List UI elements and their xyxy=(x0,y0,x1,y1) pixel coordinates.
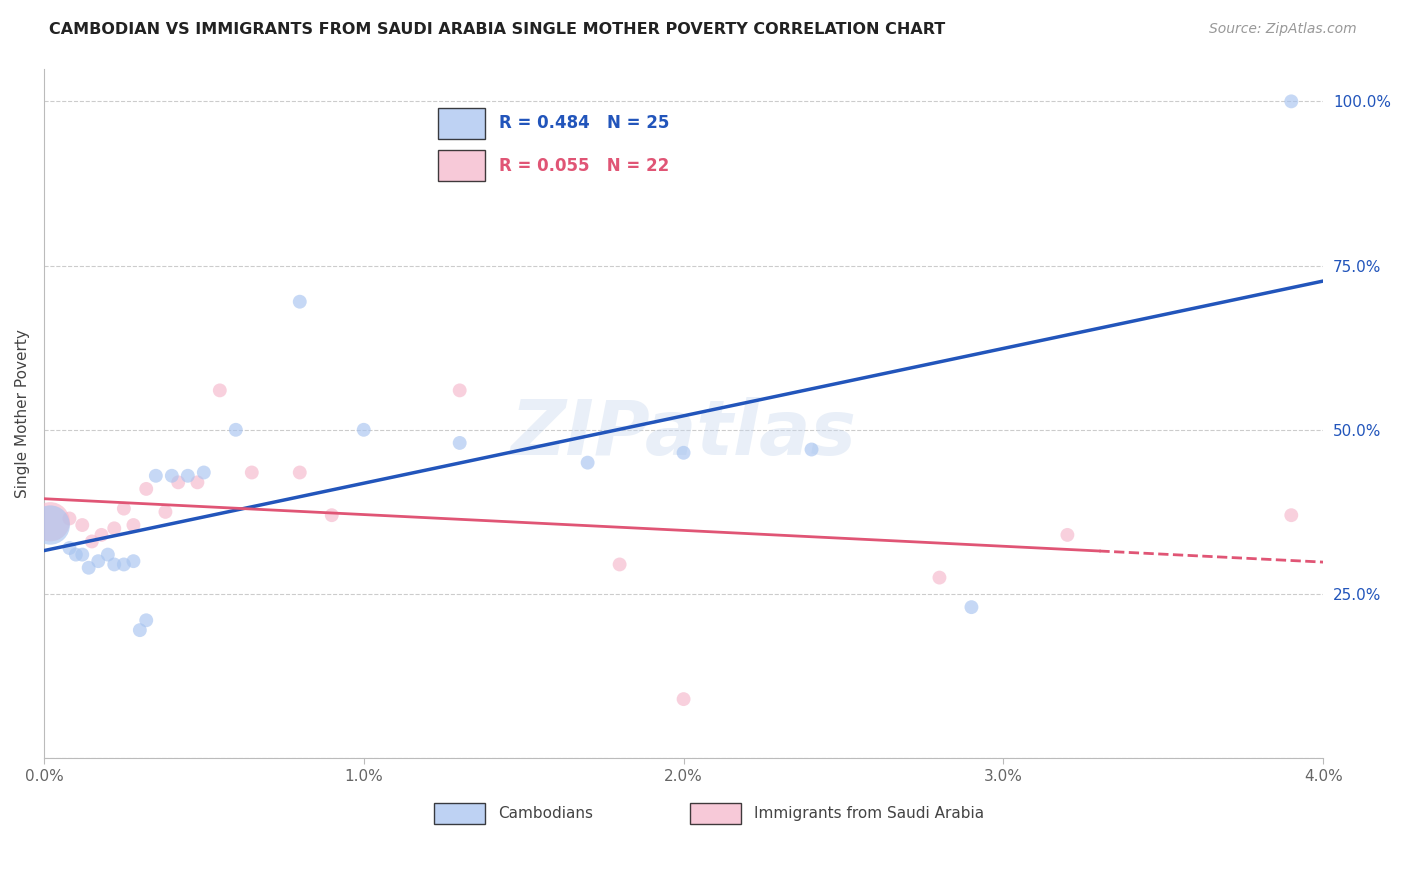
Text: Cambodians: Cambodians xyxy=(498,805,593,821)
Point xyxy=(193,466,215,480)
Point xyxy=(449,436,471,450)
Point xyxy=(58,541,80,555)
Text: Immigrants from Saudi Arabia: Immigrants from Saudi Arabia xyxy=(754,805,984,821)
Point xyxy=(39,518,62,533)
Point xyxy=(39,515,62,529)
Point xyxy=(240,466,263,480)
Point xyxy=(186,475,208,490)
Point xyxy=(135,613,157,627)
Point xyxy=(103,521,125,535)
Point xyxy=(97,548,120,562)
Point xyxy=(1056,528,1078,542)
Point xyxy=(122,554,145,568)
Point xyxy=(160,468,183,483)
Point xyxy=(353,423,375,437)
Point xyxy=(288,294,311,309)
Point xyxy=(72,518,94,533)
FancyBboxPatch shape xyxy=(434,803,485,823)
Point xyxy=(122,518,145,533)
Text: Source: ZipAtlas.com: Source: ZipAtlas.com xyxy=(1209,22,1357,37)
Point xyxy=(800,442,823,457)
Point xyxy=(321,508,343,523)
Point xyxy=(72,548,94,562)
Point xyxy=(672,692,695,706)
Y-axis label: Single Mother Poverty: Single Mother Poverty xyxy=(15,329,30,498)
Point xyxy=(225,423,247,437)
Point xyxy=(112,558,135,572)
FancyBboxPatch shape xyxy=(690,803,741,823)
Point xyxy=(128,623,150,637)
Point xyxy=(135,482,157,496)
Point xyxy=(960,600,983,615)
Text: ZIPatlas: ZIPatlas xyxy=(510,397,856,471)
Point xyxy=(609,558,631,572)
Point xyxy=(65,548,87,562)
Point xyxy=(103,558,125,572)
Point xyxy=(208,384,231,398)
Point xyxy=(576,456,599,470)
Point xyxy=(77,560,100,574)
Point xyxy=(58,511,80,525)
Point xyxy=(672,446,695,460)
Point xyxy=(112,501,135,516)
Point xyxy=(90,528,112,542)
Point xyxy=(288,466,311,480)
Point xyxy=(155,505,177,519)
Text: CAMBODIAN VS IMMIGRANTS FROM SAUDI ARABIA SINGLE MOTHER POVERTY CORRELATION CHAR: CAMBODIAN VS IMMIGRANTS FROM SAUDI ARABI… xyxy=(49,22,945,37)
Point xyxy=(1279,95,1302,109)
Point xyxy=(928,571,950,585)
Point xyxy=(167,475,190,490)
Point xyxy=(449,384,471,398)
Point xyxy=(1279,508,1302,523)
Point xyxy=(87,554,110,568)
Point xyxy=(177,468,200,483)
Point xyxy=(80,534,103,549)
Point xyxy=(145,468,167,483)
